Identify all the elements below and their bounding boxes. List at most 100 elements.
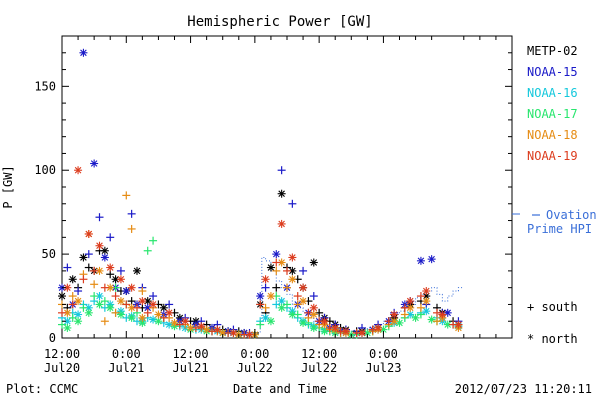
north-marker-d2 [422, 297, 430, 305]
north-marker-d2 [310, 324, 318, 332]
north-marker [90, 159, 99, 168]
x-tick-date-label: Jul20 [44, 361, 80, 375]
south-marker [90, 280, 99, 289]
legend-entry: NOAA-18 [527, 128, 578, 142]
south-marker [272, 283, 281, 292]
north-marker [95, 300, 104, 309]
north-marker-d2 [267, 264, 275, 271]
north-marker-d2 [90, 160, 98, 167]
south-marker [106, 270, 115, 279]
south-marker [149, 236, 158, 245]
south-marker [127, 297, 136, 306]
south-marker [143, 308, 152, 317]
north-marker-d2 [101, 254, 109, 261]
north-marker [416, 256, 425, 265]
south-marker [100, 283, 109, 292]
north-marker-d2 [80, 49, 87, 57]
south-marker [283, 266, 291, 275]
north-marker-d2 [219, 329, 227, 337]
north-marker-d2 [406, 304, 414, 312]
south-marker [127, 224, 136, 233]
north-marker [84, 308, 93, 317]
north-marker [454, 320, 463, 329]
north-marker [106, 303, 115, 312]
north-marker [266, 292, 275, 301]
north-marker-d2 [272, 250, 280, 258]
north-marker-d2 [321, 317, 328, 325]
north-marker-d2 [133, 267, 141, 275]
north-marker-d2 [422, 292, 430, 300]
south-marker [122, 300, 131, 309]
north-marker [170, 318, 179, 327]
north-marker-d2 [74, 166, 82, 174]
north-marker-d2 [117, 311, 125, 318]
south-marker [111, 292, 120, 301]
north-marker [422, 297, 431, 306]
north-marker [309, 323, 318, 332]
ovation-legend-line1: Ovation [546, 208, 597, 222]
north-marker-d2 [106, 304, 114, 312]
north-marker-d2 [299, 319, 307, 327]
south-marker [293, 300, 302, 309]
north-marker [63, 317, 72, 326]
north-marker [358, 328, 366, 337]
north-marker [299, 318, 308, 327]
north-marker [320, 317, 329, 326]
north-marker [116, 275, 125, 284]
legend-entry: NOAA-17 [527, 107, 578, 121]
south-marker [79, 275, 88, 284]
north-marker [149, 300, 158, 309]
x-tick-time-label: 0:00 [240, 347, 269, 361]
north-marker-d2 [390, 317, 398, 325]
north-marker-d2 [358, 329, 366, 337]
south-marker [122, 191, 131, 200]
south-marker [111, 308, 120, 317]
north-marker-d2 [171, 319, 178, 327]
north-marker-d2 [428, 316, 435, 323]
north-marker [84, 229, 93, 238]
north-marker [79, 48, 88, 57]
north-marker-d2 [96, 292, 103, 300]
plot-frame [61, 35, 513, 339]
legend-entry: NOAA-19 [527, 149, 578, 163]
north-marker-d2 [310, 304, 318, 312]
north-marker-d2 [455, 321, 462, 328]
legend: METP-02 NOAA-15 NOAA-16 NOAA-17 NOAA-18 NOAA-… [512, 44, 597, 346]
north-marker-d2 [117, 297, 125, 305]
north-marker [213, 325, 222, 334]
north-marker-d2 [117, 275, 125, 283]
north-marker-d2 [299, 284, 307, 291]
south-marker [261, 303, 270, 312]
north-marker-d2 [380, 326, 387, 333]
north-marker-d2 [64, 324, 71, 332]
south-marker [68, 300, 77, 309]
north-marker-d2 [278, 304, 285, 312]
south-marker [90, 266, 99, 275]
south-marker [100, 297, 109, 306]
south-marker [63, 263, 72, 272]
north-marker-d2 [262, 275, 269, 283]
north-marker-d2 [128, 284, 135, 291]
x-tick-date-label: Jul21 [173, 361, 209, 375]
south-marker [106, 233, 115, 242]
north-marker-d2 [155, 311, 162, 318]
north-marker [63, 323, 72, 332]
north-marker-d2 [278, 220, 285, 228]
north-marker-d2 [149, 316, 157, 323]
south-marker [368, 325, 377, 334]
north-marker [277, 189, 286, 198]
north-marker [395, 318, 404, 327]
north-marker-d2 [96, 242, 103, 250]
north-marker [422, 287, 431, 296]
south-marker [165, 300, 174, 309]
north-marker-d2 [181, 317, 189, 325]
north-marker-d2 [267, 317, 275, 325]
north-marker [197, 322, 206, 331]
north-marker-d2 [299, 297, 307, 305]
north-marker-d2 [444, 321, 452, 328]
north-marker-d2 [262, 314, 269, 322]
north-marker-d2 [396, 319, 403, 327]
north-marker [261, 275, 270, 284]
south-marker [84, 250, 93, 259]
south-marker [256, 300, 265, 309]
